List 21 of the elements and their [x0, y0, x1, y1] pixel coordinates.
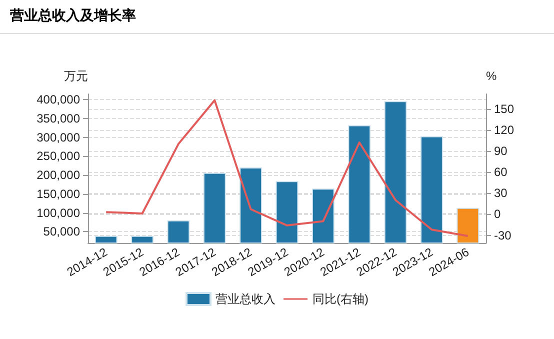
y-tick-label: 200,000: [36, 168, 80, 182]
y-tick-label: 100,000: [36, 206, 80, 220]
y-tick-label: 350,000: [36, 112, 80, 126]
y2-axis-title: %: [486, 69, 497, 83]
y-axis-title: 万元: [64, 69, 88, 83]
y2-tick-label: 0: [494, 207, 501, 222]
y2-tick-label: 30: [494, 186, 508, 200]
legend-label: 营业总收入: [216, 292, 276, 306]
y-tick-label: 250,000: [36, 149, 80, 164]
chart-title: 营业总收入及增长率: [0, 0, 554, 34]
y-tick-label: 300,000: [36, 130, 80, 144]
y2-tick-label: 90: [494, 144, 508, 158]
legend-label: 同比(右轴): [312, 292, 369, 306]
y-tick-label: 400,000: [36, 92, 80, 107]
y2-tick-label: -30: [494, 228, 512, 242]
y2-tick-label: 150: [494, 102, 514, 116]
y2-tick-label: 120: [494, 122, 514, 137]
y-tick-label: 50,000: [43, 224, 80, 239]
y-tick-label: 150,000: [36, 186, 80, 201]
line-series: [105, 99, 469, 237]
y2-tick-label: 60: [494, 165, 508, 180]
